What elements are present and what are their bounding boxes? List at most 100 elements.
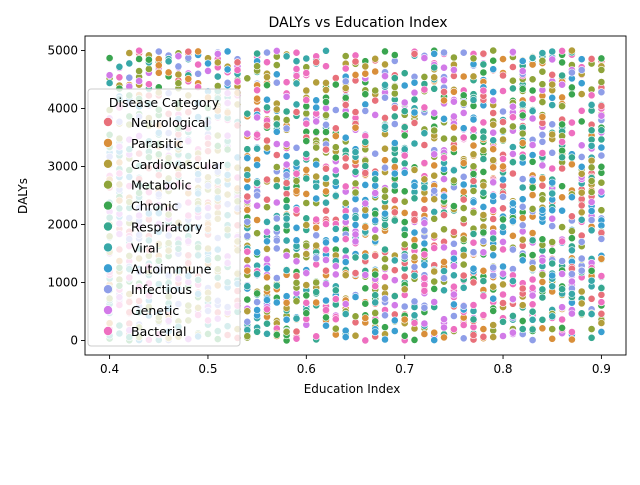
scatter-point [351, 230, 360, 239]
scatter-point [213, 72, 222, 81]
scatter-point [361, 205, 370, 214]
scatter-point [528, 283, 537, 292]
scatter-point [263, 237, 271, 246]
legend-label: Chronic [131, 199, 179, 214]
scatter-point [371, 96, 380, 105]
scatter-point [292, 57, 301, 66]
scatter-point [538, 293, 547, 302]
scatter-point [568, 328, 576, 336]
scatter-point [489, 294, 498, 303]
scatter-point [282, 152, 291, 160]
legend: Disease Category Neurological Parasitic Ca… [87, 88, 241, 347]
scatter-point [292, 187, 301, 195]
scatter-point [420, 85, 429, 94]
scatter-point [420, 183, 429, 192]
legend-marker [103, 159, 113, 169]
scatter-point [322, 86, 330, 94]
scatter-point [548, 70, 557, 79]
scatter-point [449, 228, 458, 236]
scatter-point [292, 169, 301, 178]
scatter-point [331, 324, 340, 333]
scatter-point [489, 178, 498, 187]
scatter-point [400, 168, 409, 177]
scatter-point [548, 47, 557, 56]
scatter-point [499, 87, 507, 95]
scatter-point [499, 269, 507, 278]
scatter-point [341, 333, 350, 341]
scatter-point [469, 72, 478, 81]
scatter-point [322, 296, 330, 305]
scatter-point [587, 101, 596, 109]
scatter-point [538, 56, 547, 65]
scatter-point [282, 92, 291, 101]
scatter-point [577, 169, 586, 178]
scatter-point [479, 277, 488, 285]
scatter-point [341, 94, 350, 102]
scatter-point [361, 100, 370, 109]
scatter-point [499, 175, 507, 184]
scatter-point [253, 130, 261, 139]
scatter-point [538, 235, 547, 244]
scatter-point [390, 301, 399, 310]
scatter-point [390, 112, 399, 121]
scatter-point [538, 49, 547, 57]
scatter-point [263, 255, 271, 264]
scatter-point [292, 48, 301, 57]
scatter-point [459, 204, 468, 212]
scatter-point [282, 179, 291, 187]
scatter-point [430, 336, 439, 344]
scatter-point [292, 100, 301, 109]
scatter-point [469, 331, 478, 339]
scatter-point [489, 56, 498, 65]
scatter-point [322, 321, 330, 330]
scatter-point [272, 182, 281, 191]
scatter-point [538, 137, 547, 146]
scatter-point [489, 46, 498, 55]
scatter-point [371, 309, 380, 317]
scatter-point [154, 47, 163, 56]
scatter-point [577, 55, 586, 64]
scatter-point [351, 312, 360, 321]
scatter-point [469, 169, 478, 178]
scatter-point [381, 255, 389, 263]
scatter-point [430, 161, 439, 170]
scatter-point [479, 237, 488, 246]
scatter-point [282, 221, 291, 230]
scatter-point [469, 96, 478, 104]
scatter-point [410, 108, 419, 117]
scatter-point [292, 143, 301, 152]
scatter-point [469, 278, 478, 287]
scatter-point [390, 276, 399, 285]
scatter-point [440, 192, 448, 201]
scatter-point [272, 330, 281, 339]
scatter-point [538, 174, 547, 183]
scatter-point [390, 51, 399, 59]
scatter-point [558, 237, 566, 246]
scatter-point [312, 278, 321, 287]
scatter-point [282, 171, 291, 180]
scatter-point [243, 205, 252, 214]
legend-marker [103, 305, 113, 315]
scatter-point [331, 166, 340, 175]
scatter-point [282, 236, 291, 245]
scatter-point [282, 140, 291, 149]
legend-label: Parasitic [131, 136, 184, 151]
scatter-point [597, 187, 606, 196]
scatter-point [518, 111, 527, 120]
legend-box [87, 88, 241, 347]
scatter-point [263, 136, 271, 145]
scatter-point [302, 309, 311, 318]
scatter-point [577, 188, 586, 197]
scatter-point [528, 141, 537, 149]
scatter-point [410, 335, 419, 344]
scatter-point [489, 244, 498, 252]
scatter-point [272, 236, 281, 245]
scatter-point [243, 109, 252, 118]
scatter-point [499, 135, 507, 144]
scatter-point [322, 256, 330, 264]
scatter-point [528, 315, 537, 324]
scatter-point [302, 119, 311, 128]
scatter-point [135, 55, 143, 63]
scatter-point [440, 76, 448, 85]
scatter-point [459, 109, 468, 117]
